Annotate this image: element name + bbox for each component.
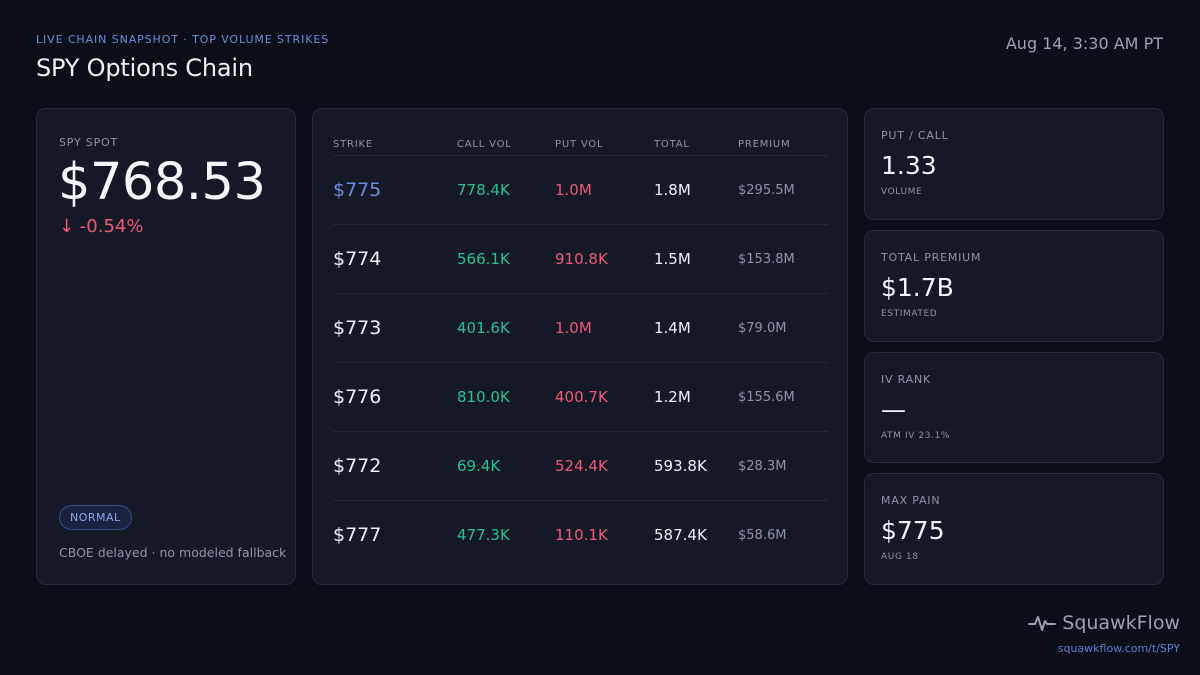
table-row[interactable]: $772 69.4K 524.4K 593.8K $28.3M — [333, 431, 828, 501]
max-pain-value: $775 — [881, 516, 945, 545]
spot-change: ↓ -0.54% — [59, 216, 144, 237]
table-row[interactable]: $773 401.6K 1.0M 1.4M $79.0M — [333, 293, 828, 363]
iv-rank-value: — — [881, 395, 906, 424]
put-vol-cell: 524.4K — [555, 431, 654, 501]
call-vol-cell: 69.4K — [457, 431, 555, 501]
header-eyebrow: LIVE CHAIN SNAPSHOT · TOP VOLUME STRIKES — [36, 33, 330, 46]
table-row[interactable]: $776 810.0K 400.7K 1.2M $155.6M — [333, 362, 828, 432]
column-header-put-vol[interactable]: PUT VOL — [555, 133, 654, 156]
max-pain-card: MAX PAIN $775 AUG 18 — [864, 473, 1164, 585]
table-header-row: STRIKE CALL VOL PUT VOL TOTAL PREMIUM — [333, 133, 828, 156]
put-call-label: PUT / CALL — [881, 129, 949, 142]
put-call-value: 1.33 — [881, 151, 937, 180]
table-row[interactable]: $777 477.3K 110.1K 587.4K $58.6M — [333, 501, 828, 570]
put-call-card: PUT / CALL 1.33 VOLUME — [864, 108, 1164, 220]
put-vol-cell: 1.0M — [555, 155, 654, 225]
page-title: SPY Options Chain — [36, 54, 253, 82]
premium-cell: $28.3M — [738, 431, 828, 501]
status-badge: NORMAL — [59, 505, 132, 530]
column-header-total[interactable]: TOTAL — [654, 133, 738, 156]
put-vol-cell: 110.1K — [555, 526, 608, 544]
column-header-strike[interactable]: STRIKE — [333, 133, 457, 156]
total-premium-value: $1.7B — [881, 273, 954, 302]
spot-label: SPY SPOT — [59, 136, 118, 149]
call-vol-cell: 401.6K — [457, 293, 555, 363]
column-header-call-vol[interactable]: CALL VOL — [457, 133, 555, 156]
spot-price: $768.53 — [58, 153, 266, 212]
strike-cell: $777 — [333, 524, 382, 546]
put-call-sub: VOLUME — [881, 187, 923, 197]
premium-cell: $153.8M — [738, 224, 828, 294]
source-note: CBOE delayed · no modeled fallback — [59, 545, 287, 560]
brand-logo: SquawkFlow — [1028, 612, 1180, 634]
put-vol-cell: 1.0M — [555, 293, 654, 363]
column-header-premium[interactable]: PREMIUM — [738, 133, 828, 156]
iv-rank-card: IV RANK — ATM IV 23.1% — [864, 352, 1164, 463]
options-chain-table: STRIKE CALL VOL PUT VOL TOTAL PREMIUM $7… — [333, 133, 828, 569]
premium-cell: $58.6M — [738, 527, 787, 543]
premium-cell: $155.6M — [738, 362, 828, 432]
iv-rank-sub: ATM IV 23.1% — [881, 431, 951, 441]
call-vol-cell: 566.1K — [457, 224, 555, 294]
put-vol-cell: 400.7K — [555, 362, 654, 432]
total-cell: 1.2M — [654, 362, 738, 432]
call-vol-cell: 810.0K — [457, 362, 555, 432]
table-row[interactable]: $774 566.1K 910.8K 1.5M $153.8M — [333, 224, 828, 294]
strike-cell: $776 — [333, 362, 457, 432]
brand-name: SquawkFlow — [1062, 612, 1180, 634]
brand-url[interactable]: squawkflow.com/t/SPY — [1057, 642, 1180, 655]
strike-cell: $772 — [333, 431, 457, 501]
premium-cell: $295.5M — [738, 155, 828, 225]
strike-cell: $774 — [333, 224, 457, 294]
total-cell: 1.5M — [654, 224, 738, 294]
call-vol-cell: 477.3K — [457, 526, 510, 544]
total-cell: 1.8M — [654, 155, 738, 225]
total-cell: 593.8K — [654, 431, 738, 501]
total-premium-card: TOTAL PREMIUM $1.7B ESTIMATED — [864, 230, 1164, 342]
total-cell: 1.4M — [654, 293, 738, 363]
max-pain-label: MAX PAIN — [881, 494, 941, 507]
put-vol-cell: 910.8K — [555, 224, 654, 294]
timestamp: Aug 14, 3:30 AM PT — [1005, 34, 1163, 53]
spot-card: SPY SPOT $768.53 ↓ -0.54% NORMAL CBOE de… — [36, 108, 296, 585]
table-row[interactable]: $775 778.4K 1.0M 1.8M $295.5M — [333, 155, 828, 225]
call-vol-cell: 778.4K — [457, 155, 555, 225]
options-chain-card: STRIKE CALL VOL PUT VOL TOTAL PREMIUM $7… — [312, 108, 848, 585]
strike-cell: $773 — [333, 293, 457, 363]
premium-cell: $79.0M — [738, 293, 828, 363]
total-premium-label: TOTAL PREMIUM — [881, 251, 982, 264]
max-pain-sub: AUG 18 — [881, 552, 919, 562]
pulse-icon — [1028, 616, 1057, 631]
total-premium-sub: ESTIMATED — [881, 309, 938, 319]
total-cell: 587.4K — [654, 526, 707, 544]
iv-rank-label: IV RANK — [881, 373, 932, 386]
strike-cell: $775 — [333, 155, 457, 225]
